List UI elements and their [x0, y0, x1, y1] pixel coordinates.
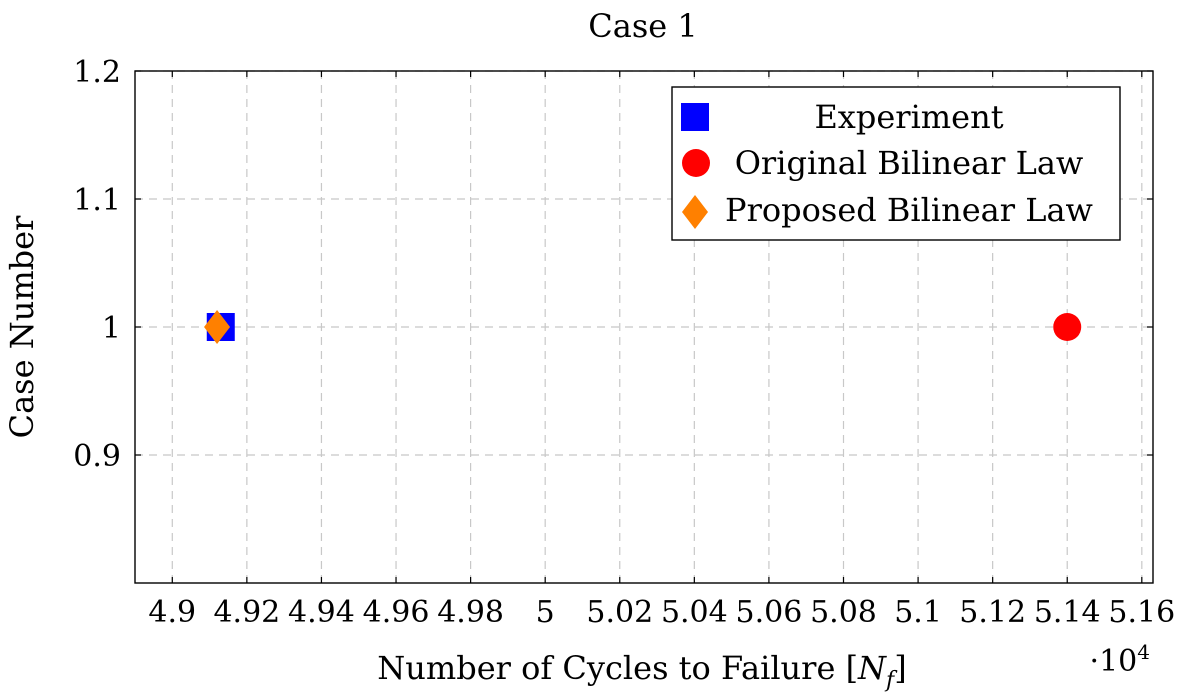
- x-tick-label: 5.02: [586, 595, 653, 630]
- legend-label-experiment: Experiment: [814, 98, 1003, 136]
- y-tick-label: 1.2: [73, 55, 121, 90]
- legend-box: [671, 86, 1121, 241]
- x-tick-label: 5: [536, 595, 555, 630]
- y-tick-label: 0.9: [73, 439, 121, 474]
- x-tick-label: 5.06: [736, 595, 803, 630]
- legend-marker-original-bilinear-law: [682, 149, 710, 177]
- x-tick-label: 5.16: [1108, 595, 1175, 630]
- x-scale-base: ·10: [1090, 644, 1138, 679]
- x-tick-label: 4.96: [363, 595, 430, 630]
- x-tick-label: 5.08: [810, 595, 877, 630]
- data-point-proposed-bilinear-law: [204, 310, 231, 344]
- legend: Experiment Original Bilinear Law Propose…: [671, 86, 1121, 241]
- x-axis-label-close: ]: [894, 649, 906, 687]
- x-scale-exponent: 4: [1137, 640, 1150, 664]
- legend-label-original-bilinear-law: Original Bilinear Law: [735, 144, 1084, 182]
- x-axis-label-symbol: N: [857, 649, 887, 687]
- x-tick-label: 4.9: [148, 595, 196, 630]
- x-axis-label: Number of Cycles to Failure [Nf]: [377, 649, 906, 693]
- y-tick-label: 1.1: [73, 183, 121, 218]
- data-point-original-bilinear-law: [1053, 313, 1082, 341]
- axis-ticks: [135, 70, 1153, 583]
- y-axis-label: Case Number: [3, 215, 41, 438]
- chart-title: Case 1: [588, 7, 697, 45]
- legend-marker-proposed-bilinear-law: [682, 195, 708, 229]
- data-points: [204, 310, 1082, 344]
- y-tick-labels: 0.9 1 1.1 1.2: [73, 55, 121, 474]
- y-tick-label: 1: [102, 311, 121, 346]
- x-tick-label: 4.98: [437, 595, 504, 630]
- x-tick-label: 4.92: [213, 595, 280, 630]
- x-tick-label: 5.12: [959, 595, 1026, 630]
- x-scale-factor: ·104: [1090, 640, 1150, 679]
- x-tick-label: 5.14: [1034, 595, 1101, 630]
- x-tick-label: 4.94: [288, 595, 355, 630]
- x-tick-label: 5.04: [661, 595, 728, 630]
- x-tick-labels: 4.9 4.92 4.94 4.96 4.98 5 5.02 5.04 5.06 5.08 5.1 5…: [148, 595, 1175, 630]
- legend-label-proposed-bilinear-law: Proposed Bilinear Law: [725, 191, 1093, 229]
- x-tick-label: 5.1: [894, 595, 942, 630]
- legend-marker-experiment: [681, 103, 709, 131]
- x-axis-label-main: Number of Cycles to Failure [: [377, 649, 858, 687]
